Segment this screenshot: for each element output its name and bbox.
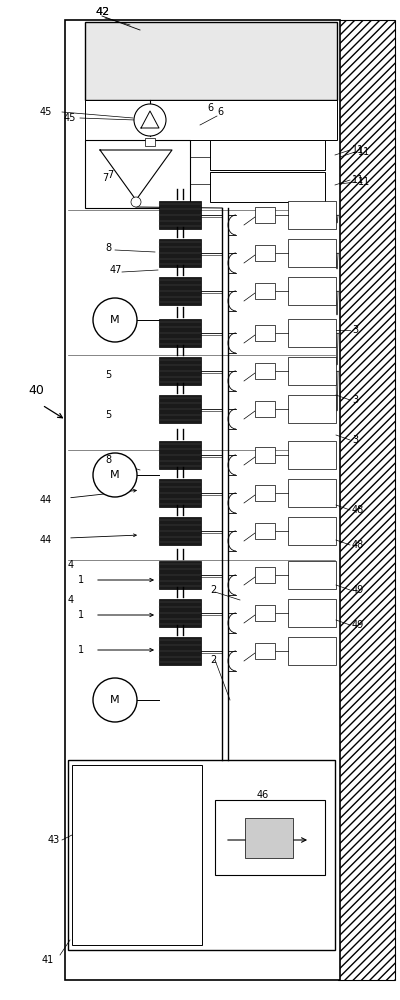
Text: 44: 44 [40, 495, 52, 505]
Text: 5: 5 [105, 370, 111, 380]
Bar [255, 485, 275, 501]
Text: 47: 47 [110, 265, 122, 275]
Text: 41: 41 [42, 955, 54, 965]
Text: 1: 1 [78, 645, 84, 655]
Text: 1: 1 [78, 610, 84, 620]
Bar [288, 357, 336, 385]
Text: 42: 42 [95, 7, 109, 17]
Bar [159, 395, 201, 423]
Bar [159, 357, 201, 385]
Bar [145, 138, 155, 146]
Text: M: M [110, 695, 120, 705]
Bar [255, 523, 275, 539]
Text: 43: 43 [48, 835, 60, 845]
Circle shape [131, 197, 141, 207]
Text: 3: 3 [352, 325, 358, 335]
Text: 3: 3 [352, 435, 358, 445]
Circle shape [134, 104, 166, 136]
Bar [255, 447, 275, 463]
Text: 1: 1 [78, 575, 84, 585]
Text: 8: 8 [105, 455, 111, 465]
Bar [210, 172, 325, 202]
Bar [288, 201, 336, 229]
Bar [338, 20, 395, 980]
Text: 8: 8 [105, 243, 111, 253]
Bar [85, 100, 337, 140]
Text: 49: 49 [352, 585, 364, 595]
Bar [215, 800, 325, 875]
Bar [288, 561, 336, 589]
Bar [255, 363, 275, 379]
Text: 2: 2 [210, 655, 216, 665]
Bar [255, 245, 275, 261]
Bar [68, 760, 335, 950]
Text: 2: 2 [210, 585, 216, 595]
Bar [288, 479, 336, 507]
Text: 6: 6 [217, 107, 223, 117]
Text: 49: 49 [352, 620, 364, 630]
Text: 11: 11 [358, 147, 370, 157]
Bar [159, 201, 201, 229]
Bar [288, 319, 336, 347]
Bar [288, 277, 336, 305]
Text: 11: 11 [352, 175, 364, 185]
Circle shape [93, 678, 137, 722]
Bar [288, 517, 336, 545]
Bar [255, 401, 275, 417]
Bar [159, 441, 201, 469]
Text: 48: 48 [352, 505, 364, 515]
Bar [85, 140, 190, 208]
Bar [288, 637, 336, 665]
Bar [255, 567, 275, 583]
Text: 6: 6 [207, 103, 213, 113]
Text: 42: 42 [95, 7, 109, 17]
Bar [159, 599, 201, 627]
Bar [255, 643, 275, 659]
Text: 7: 7 [107, 170, 113, 180]
Bar [159, 479, 201, 507]
Bar [159, 517, 201, 545]
Bar [159, 319, 201, 347]
Text: 40: 40 [28, 383, 44, 396]
Text: M: M [110, 315, 120, 325]
Bar [255, 207, 275, 223]
Bar [255, 325, 275, 341]
Bar [72, 765, 202, 945]
Bar [65, 20, 340, 980]
Bar [288, 599, 336, 627]
Bar [85, 22, 337, 100]
Bar [159, 637, 201, 665]
Bar [288, 441, 336, 469]
Bar [288, 239, 336, 267]
Text: 4: 4 [68, 595, 74, 605]
Bar [159, 561, 201, 589]
Text: 48: 48 [352, 540, 364, 550]
Text: 46: 46 [257, 790, 269, 800]
Text: 45: 45 [64, 113, 76, 123]
Text: 44: 44 [40, 535, 52, 545]
Text: 3: 3 [352, 395, 358, 405]
Circle shape [93, 453, 137, 497]
Text: 11: 11 [352, 145, 364, 155]
Text: 5: 5 [105, 410, 111, 420]
Bar [210, 140, 325, 170]
Text: 7: 7 [102, 173, 108, 183]
Circle shape [93, 298, 137, 342]
Bar [288, 395, 336, 423]
Bar [245, 818, 293, 858]
Text: 45: 45 [40, 107, 52, 117]
Bar [159, 239, 201, 267]
Bar [255, 605, 275, 621]
Text: 11: 11 [358, 177, 370, 187]
Bar [159, 277, 201, 305]
Text: 4: 4 [68, 560, 74, 570]
Bar [255, 283, 275, 299]
Text: M: M [110, 470, 120, 480]
